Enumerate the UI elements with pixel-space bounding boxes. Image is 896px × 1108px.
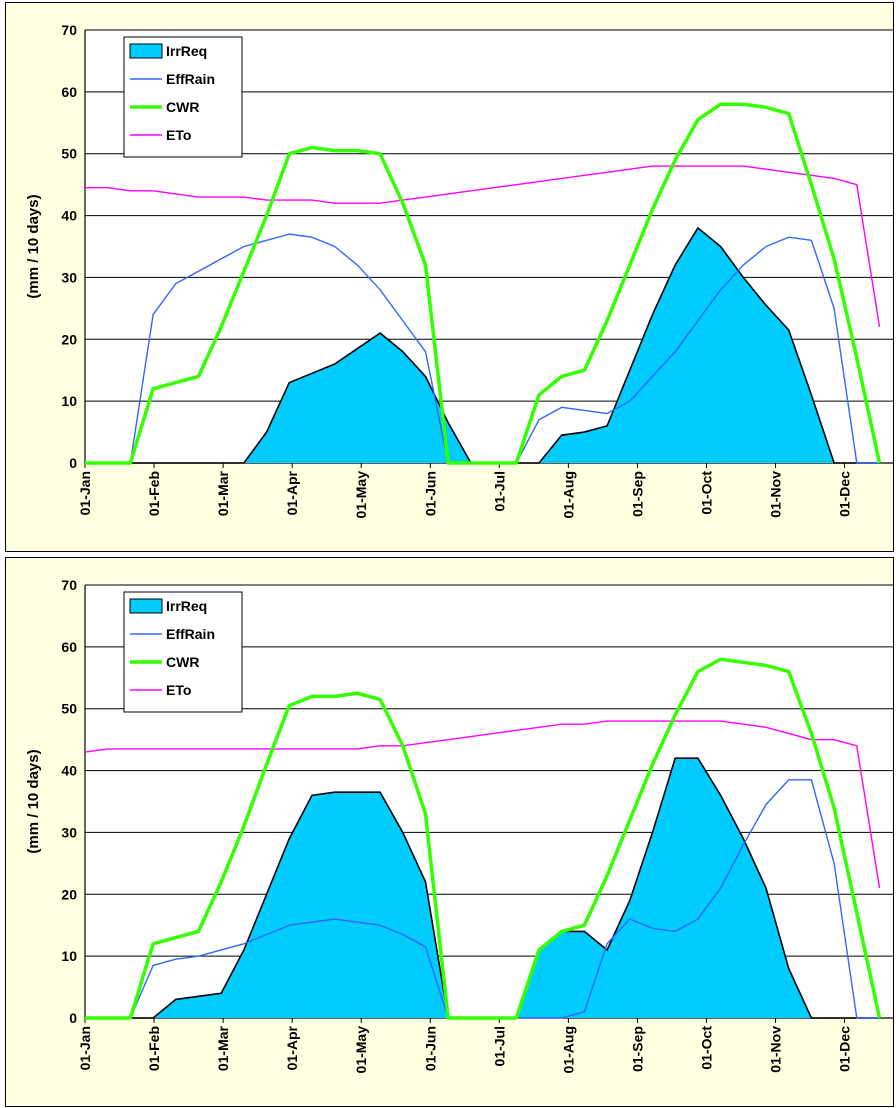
x-tick-label: 01-Oct: [698, 471, 714, 515]
series-eto-line: [85, 165, 881, 328]
y-tick-label: 60: [61, 639, 77, 655]
y-axis-title: (mm / 10 days): [25, 194, 42, 298]
x-tick-label: 01-Jan: [77, 471, 93, 515]
x-tick-label: 01-Sep: [629, 1026, 645, 1072]
x-tick-label: 01-Mar: [215, 1025, 231, 1071]
x-tick-label: 01-May: [353, 471, 369, 519]
x-tick-label: 01-May: [353, 1026, 369, 1074]
y-tick-label: 40: [61, 208, 77, 224]
legend-label: IrrReq: [166, 43, 207, 59]
chart-2: 0 10 20 30 40 50 60 70 (mm / 10 days) 01-Jan 01-Fe…: [25, 577, 893, 1074]
x-tick-label: 01-Oct: [698, 1026, 714, 1070]
y-tick-label: 60: [61, 84, 77, 100]
x-tick-label: 01-Nov: [768, 471, 784, 518]
legend: IrrReq EffRain CWR ETo: [123, 36, 243, 158]
y-tick-label: 70: [61, 577, 77, 593]
legend-label: ETo: [166, 127, 191, 143]
legend-swatch: [129, 43, 163, 59]
series-irrreq-area: [85, 227, 880, 463]
x-tick-label: 01-Jan: [77, 1026, 93, 1070]
y-tick-label: 30: [61, 269, 77, 285]
legend-label: EffRain: [166, 71, 215, 87]
x-tick-label: 01-Apr: [284, 470, 300, 515]
x-tick-label: 01-Aug: [560, 471, 576, 518]
chart-panel-1: 0 10 20 30 40 50 60 70 (mm / 10 days) 01-Jan 01-Fe…: [5, 2, 894, 552]
y-tick-label: 20: [61, 886, 77, 902]
y-tick-label: 0: [69, 455, 77, 471]
x-tick-label: 01-Apr: [284, 1025, 300, 1070]
y-tick-label: 70: [61, 22, 77, 38]
series-eto-line: [84, 720, 881, 889]
y-tick-label: 0: [69, 1010, 77, 1026]
legend-box: [123, 591, 243, 713]
x-tick-label: 01-Mar: [215, 470, 231, 516]
x-tick-label: 01-Aug: [560, 1026, 576, 1073]
legend-label: CWR: [166, 654, 199, 670]
x-tick-label: 01-Jul: [491, 1026, 507, 1066]
chart-panel-2: 0 10 20 30 40 50 60 70 (mm / 10 days) 01-Jan 01-Fe…: [5, 557, 894, 1107]
x-tick-label: 01-Dec: [837, 1026, 853, 1072]
x-tick-label: 01-Feb: [146, 1026, 162, 1071]
x-tick-label: 01-Dec: [837, 471, 853, 517]
series-cwr-line: [85, 657, 882, 1020]
x-tick-label: 01-Jun: [422, 471, 438, 516]
x-tick-label: 01-Nov: [768, 1026, 784, 1073]
y-tick-label: 30: [61, 824, 77, 840]
y-axis-title: (mm / 10 days): [25, 749, 42, 853]
y-tick-label: 50: [61, 146, 77, 162]
y-tick-label: 20: [61, 331, 77, 347]
legend-label: CWR: [166, 99, 199, 115]
series-cwr-line: [85, 102, 882, 465]
legend-label: EffRain: [166, 626, 215, 642]
series-irrreq-area: [85, 758, 880, 1018]
y-tick-label: 10: [61, 393, 77, 409]
y-tick-label: 40: [61, 763, 77, 779]
legend: IrrReq EffRain CWR ETo: [123, 591, 243, 713]
legend-label: ETo: [166, 682, 191, 698]
x-tick-label: 01-Feb: [146, 471, 162, 516]
y-tick-label: 10: [61, 948, 77, 964]
y-tick-label: 50: [61, 701, 77, 717]
chart-1: 0 10 20 30 40 50 60 70 (mm / 10 days) 01-Jan 01-Fe…: [25, 22, 893, 519]
legend-swatch: [129, 598, 163, 614]
x-tick-label: 01-Jun: [422, 1026, 438, 1071]
legend-label: IrrReq: [166, 598, 207, 614]
x-tick-label: 01-Jul: [491, 471, 507, 511]
x-tick-label: 01-Sep: [629, 471, 645, 517]
